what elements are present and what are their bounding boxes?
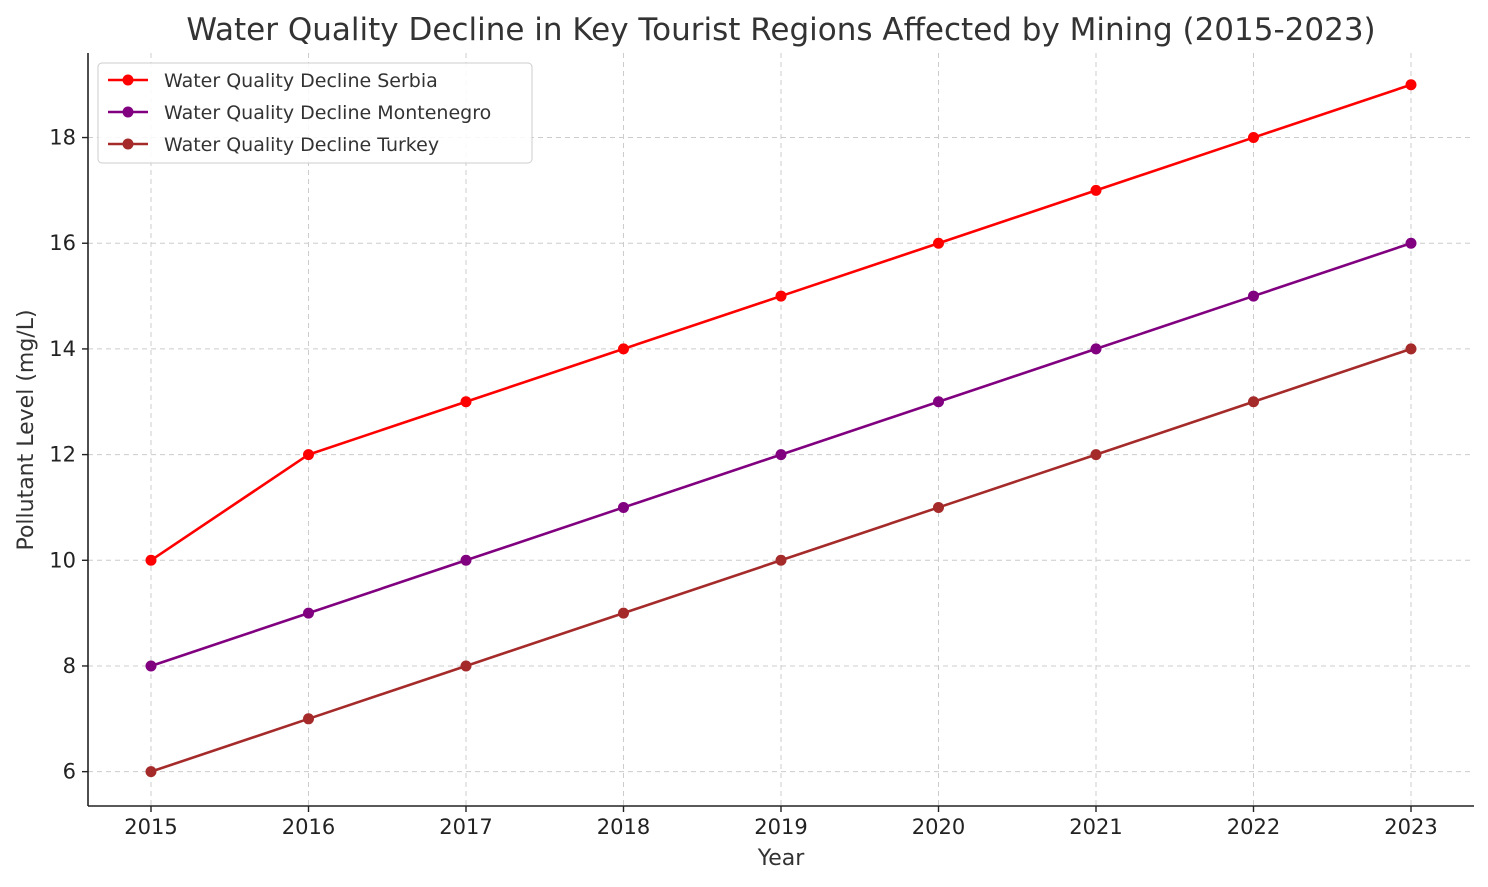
- x-tick-label: 2022: [1227, 815, 1280, 839]
- x-tick-label: 2015: [124, 815, 177, 839]
- data-point: [460, 396, 472, 408]
- legend-label: Water Quality Decline Turkey: [164, 134, 439, 156]
- y-tick-label: 12: [49, 443, 76, 467]
- y-tick-label: 16: [49, 231, 76, 255]
- data-point: [775, 554, 787, 566]
- data-point: [1405, 343, 1417, 355]
- series-1: [145, 79, 1417, 566]
- legend: Water Quality Decline Serbia Water Qualit…: [97, 62, 533, 164]
- legend-entry: Water Quality Decline Montenegro: [108, 102, 491, 124]
- legend-label: Water Quality Decline Serbia: [164, 70, 438, 92]
- grid: [88, 53, 1474, 806]
- data-point: [1248, 132, 1259, 144]
- x-tick-label: 2021: [1069, 815, 1122, 839]
- x-tick-label: 2016: [282, 815, 335, 839]
- data-point: [1090, 449, 1102, 461]
- data-point: [145, 766, 157, 778]
- legend-label: Water Quality Decline Montenegro: [164, 102, 491, 124]
- x-ticks: 2015 2016 2017 2018 2019 2020 2021 2022 2023: [124, 806, 1438, 839]
- data-point: [1405, 237, 1417, 249]
- legend-box: [97, 62, 533, 164]
- y-tick-label: 8: [63, 654, 76, 678]
- x-tick-label: 2017: [439, 815, 492, 839]
- data-point: [933, 501, 944, 513]
- x-tick-label: 2018: [597, 815, 650, 839]
- y-axis-label: Pollutant Level (mg/L): [14, 309, 39, 550]
- data-point: [1248, 396, 1259, 408]
- legend-marker: [122, 106, 134, 118]
- x-tick-label: 2020: [912, 815, 965, 839]
- data-point: [933, 237, 944, 249]
- data-point: [303, 449, 314, 461]
- data-point: [775, 449, 787, 461]
- data-point: [618, 501, 629, 513]
- data-point: [303, 713, 314, 725]
- chart-title: Water Quality Decline in Key Tourist Reg…: [186, 12, 1375, 48]
- y-tick-label: 14: [49, 337, 76, 361]
- legend-marker: [122, 74, 134, 86]
- x-axis-label: Year: [757, 846, 806, 871]
- data-point: [775, 290, 787, 302]
- legend-entry: Water Quality Decline Turkey: [108, 134, 439, 156]
- series: [145, 79, 1417, 778]
- y-tick-label: 6: [63, 760, 76, 784]
- y-ticks: 6 8 10 12 14 16 18: [49, 126, 88, 784]
- data-point: [303, 607, 314, 619]
- x-tick-label: 2019: [754, 815, 807, 839]
- data-point: [1090, 343, 1102, 355]
- data-point: [933, 396, 944, 408]
- data-point: [1248, 290, 1259, 302]
- data-point: [460, 660, 472, 672]
- data-point: [1090, 184, 1102, 196]
- data-point: [460, 554, 472, 566]
- legend-entry: Water Quality Decline Serbia: [108, 70, 438, 92]
- x-tick-label: 2023: [1384, 815, 1437, 839]
- data-point: [145, 660, 157, 672]
- legend-marker: [122, 138, 134, 150]
- data-point: [618, 343, 629, 355]
- series-3: [145, 343, 1417, 778]
- data-point: [1405, 79, 1417, 91]
- series-2: [145, 237, 1417, 672]
- y-tick-label: 18: [49, 126, 76, 150]
- y-tick-label: 10: [49, 548, 76, 572]
- data-point: [145, 554, 157, 566]
- data-point: [618, 607, 629, 619]
